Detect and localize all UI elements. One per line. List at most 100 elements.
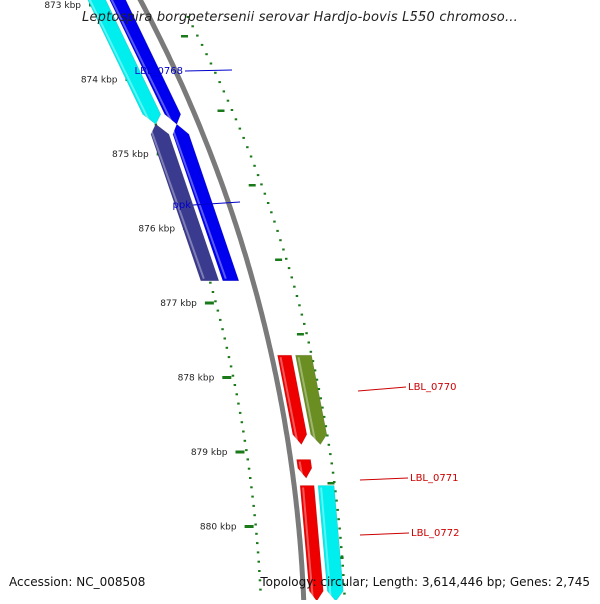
tick-label: 873 kbp — [44, 1, 81, 11]
minor-tick-right — [327, 443, 331, 446]
minor-tick-right — [330, 462, 333, 465]
label-leader-line — [184, 69, 233, 72]
minor-tick-left — [219, 318, 222, 321]
minor-tick-right — [300, 313, 304, 316]
gene-label-lbl_0772: LBL_0772 — [411, 528, 459, 539]
minor-tick-right — [331, 471, 335, 474]
tick-label: 874 kbp — [81, 76, 118, 86]
gene-label-lbl_0770: LBL_0770 — [408, 382, 456, 393]
major-tick-mark — [204, 301, 214, 305]
minor-tick-left — [250, 486, 253, 489]
minor-tick-left — [233, 384, 237, 386]
tick-label: 878 kbp — [178, 374, 215, 384]
tick-label: 879 kbp — [191, 448, 228, 458]
minor-tick-left — [214, 300, 217, 303]
minor-tick-left — [225, 346, 229, 349]
major-tick-right — [275, 258, 283, 261]
minor-tick-right — [303, 322, 306, 325]
gene-feature-ppk — [172, 123, 240, 282]
minor-tick-left — [249, 477, 252, 479]
minor-tick-right — [191, 25, 194, 28]
minor-tick-right — [276, 229, 279, 232]
gene-feature-highlight — [302, 487, 314, 600]
minor-tick-left — [209, 281, 212, 284]
minor-tick-right — [293, 285, 296, 288]
minor-tick-right — [324, 425, 328, 428]
major-tick-right — [217, 109, 225, 112]
gene-feature-highlight — [148, 125, 205, 280]
minor-tick-right — [285, 257, 288, 260]
minor-tick-left — [227, 356, 231, 359]
minor-tick-right — [317, 388, 321, 390]
minor-tick-right — [335, 499, 338, 502]
minor-tick-right — [342, 583, 346, 586]
minor-tick-right — [238, 127, 242, 130]
minor-tick-left — [231, 374, 235, 377]
minor-tick-left — [258, 570, 261, 572]
gene-features — [87, 0, 344, 602]
minor-tick-right — [282, 248, 285, 251]
minor-tick-right — [295, 295, 299, 297]
tick-label: 876 kbp — [138, 225, 175, 235]
minor-tick-right — [242, 136, 245, 139]
gene-feature-lbl_0772 — [299, 485, 324, 602]
minor-tick-left — [211, 291, 215, 293]
label-leader-line — [357, 386, 407, 392]
minor-tick-right — [315, 378, 319, 381]
minor-tick-right — [339, 536, 342, 539]
minor-tick-left — [235, 393, 238, 396]
minor-tick-left — [246, 458, 249, 461]
minor-tick-right — [319, 397, 322, 400]
major-tick-mark — [235, 450, 245, 454]
minor-tick-right — [305, 332, 308, 335]
minor-tick-right — [342, 574, 345, 576]
major-tick-mark — [222, 376, 232, 379]
gene-feature-lbl_0770 — [295, 354, 328, 445]
gene-label-lbl_0771: LBL_0771 — [410, 473, 458, 484]
tick-label: 877 kbp — [160, 299, 197, 309]
label-leader-line — [192, 201, 241, 206]
minor-tick-right — [270, 211, 273, 214]
minor-tick-left — [259, 588, 262, 591]
minor-tick-left — [253, 514, 256, 517]
minor-tick-right — [209, 62, 213, 65]
minor-tick-right — [336, 508, 339, 511]
minor-tick-right — [326, 434, 329, 437]
minor-tick-right — [218, 81, 221, 84]
genome-backbone — [137, 0, 307, 604]
map-title: Leptospira borgpetersenii serovar Hardjo… — [82, 10, 518, 25]
minor-tick-right — [307, 341, 310, 344]
gene-feature-lbl_0768 — [87, 0, 162, 125]
minor-tick-left — [242, 430, 245, 433]
gene-feature-highlight — [110, 0, 173, 123]
gene-feature-highlight — [320, 487, 332, 600]
minor-tick-left — [251, 495, 254, 498]
minor-tick-right — [311, 360, 315, 363]
major-tick-right — [296, 333, 304, 336]
minor-tick-left — [257, 560, 260, 563]
minor-tick-right — [341, 564, 344, 567]
minor-tick-right — [340, 555, 344, 558]
tick-label: 875 kbp — [112, 150, 149, 160]
major-tick-right — [248, 184, 256, 187]
minor-tick-right — [230, 109, 234, 111]
gene-label-lbl_0768: LBL_0768 — [135, 66, 183, 77]
gene-feature-highlight — [297, 357, 317, 443]
minor-tick-right — [263, 192, 267, 195]
minor-tick-left — [245, 449, 248, 452]
minor-tick-right — [290, 276, 293, 279]
tick-label: 880 kbp — [200, 523, 237, 533]
axis-tick-labels: 873 kbp 874 kbp 875 kbp 876 kbp 877 kbp 878 k… — [44, 1, 344, 559]
minor-tick-right — [337, 518, 340, 521]
minor-tick-right — [322, 415, 326, 418]
label-leader-line — [359, 477, 409, 481]
gene-feature-highlight — [298, 461, 304, 477]
minor-tick-right — [343, 592, 346, 595]
major-tick-right — [181, 35, 188, 38]
minor-tick-right — [260, 183, 263, 186]
minor-tick-left — [221, 328, 224, 331]
minor-tick-left — [238, 411, 242, 414]
minor-tick-left — [223, 337, 226, 340]
